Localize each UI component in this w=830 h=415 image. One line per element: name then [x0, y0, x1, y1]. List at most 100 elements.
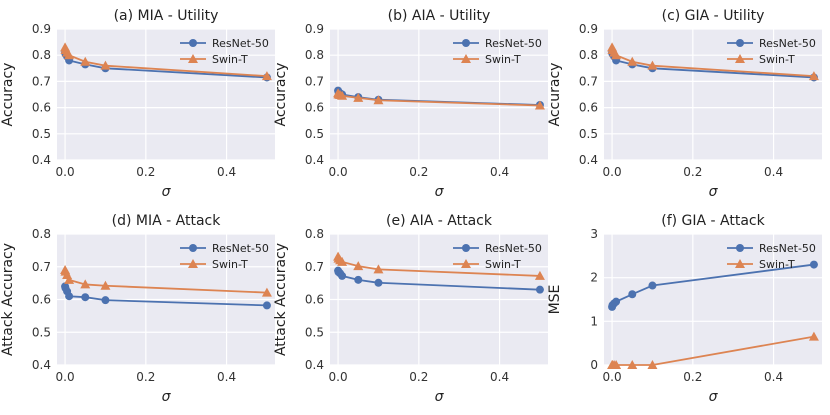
x-tick-label: 0.2 — [136, 165, 155, 179]
legend-label: ResNet-50 — [212, 242, 269, 255]
legend-label: Swin-T — [485, 53, 521, 66]
legend-marker — [461, 54, 471, 63]
legend: ResNet-50 Swin-T — [453, 242, 542, 271]
x-axis-label: σ — [709, 184, 719, 200]
legend: ResNet-50 Swin-T — [453, 37, 542, 66]
y-axis-label: Attack Accuracy — [273, 243, 289, 356]
plot-area — [330, 29, 548, 160]
y-tick-label: 0.5 — [32, 127, 51, 141]
data-point-swin — [627, 360, 638, 369]
data-point-swin — [353, 92, 364, 102]
x-tick-label: 0.0 — [56, 165, 75, 179]
data-point-swin — [261, 287, 272, 297]
legend: ResNet-50 Swin-T — [180, 37, 269, 66]
legend-marker — [736, 39, 744, 47]
y-tick-label: 0.6 — [305, 101, 324, 115]
legend-marker — [461, 259, 471, 268]
data-point-swin — [100, 60, 111, 70]
y-tick-label: 0.8 — [32, 227, 51, 241]
chart-title: (b) AIA - Utility — [388, 8, 491, 24]
chart-title: (c) GIA - Utility — [662, 8, 765, 24]
y-tick-label: 0.4 — [32, 358, 51, 372]
legend: ResNet-50 Swin-T — [727, 37, 816, 66]
data-point-resnet — [628, 290, 637, 299]
data-point-swin — [808, 71, 819, 81]
y-axis-label: Accuracy — [0, 63, 16, 127]
data-point-resnet — [65, 292, 74, 301]
y-tick-label: 0.8 — [32, 48, 51, 62]
legend: ResNet-50 Swin-T — [727, 242, 816, 271]
data-point-swin — [373, 264, 384, 274]
x-tick-label: 0.0 — [329, 165, 348, 179]
legend-label: ResNet-50 — [759, 37, 816, 50]
y-tick-label: 0.5 — [579, 127, 598, 141]
x-tick-label: 0.0 — [329, 370, 348, 384]
y-axis-label: MSE — [547, 285, 563, 315]
data-point-swin — [534, 270, 545, 280]
y-tick-label: 0.6 — [579, 101, 598, 115]
data-point-swin — [534, 100, 545, 110]
data-point-swin — [64, 274, 75, 284]
y-tick-label: 0.6 — [32, 101, 51, 115]
x-tick-label: 0.2 — [683, 165, 702, 179]
y-tick-label: 0.4 — [305, 153, 324, 167]
plot-area — [57, 29, 275, 160]
y-tick-label: 0.5 — [305, 325, 324, 339]
plot-area — [604, 234, 822, 365]
data-point-swin — [627, 56, 638, 66]
chart-title: (f) GIA - Attack — [661, 213, 765, 229]
legend-marker — [188, 54, 198, 63]
data-point-swin — [100, 280, 111, 290]
y-tick-label: 0.7 — [579, 74, 598, 88]
data-point-resnet — [81, 293, 90, 302]
legend-label: Swin-T — [485, 258, 521, 271]
legend-label: Swin-T — [759, 258, 795, 271]
data-point-resnet — [809, 260, 818, 269]
legend-label: ResNet-50 — [212, 37, 269, 50]
y-tick-label: 0.7 — [305, 74, 324, 88]
legend-label: ResNet-50 — [759, 242, 816, 255]
data-point-resnet — [262, 301, 271, 310]
legend-marker — [462, 39, 470, 47]
data-point-swin — [261, 71, 272, 81]
x-axis-label: σ — [435, 184, 445, 200]
legend: ResNet-50 Swin-T — [180, 242, 269, 271]
legend-label: Swin-T — [212, 53, 248, 66]
y-tick-label: 0.6 — [32, 293, 51, 307]
y-axis-label: Accuracy — [273, 63, 289, 127]
y-tick-label: 0.8 — [305, 227, 324, 241]
data-point-swin — [808, 331, 819, 341]
y-axis-label: Accuracy — [547, 63, 563, 127]
data-point-swin — [373, 95, 384, 105]
chart-title: (a) MIA - Utility — [114, 8, 219, 24]
legend-label: ResNet-50 — [485, 242, 542, 255]
x-axis-label: σ — [162, 184, 172, 200]
x-tick-label: 0.4 — [217, 370, 236, 384]
plot-area — [604, 29, 822, 160]
x-tick-label: 0.4 — [764, 370, 783, 384]
x-axis-label: σ — [162, 389, 172, 405]
chart-panel-5: 0.4 0.5 0.6 0.7 0.8 0.0 0.2 0.4 (e) AIA - Attack… — [273, 213, 548, 405]
legend-marker — [188, 259, 198, 268]
y-tick-label: 0.5 — [32, 325, 51, 339]
data-point-swin — [647, 360, 658, 369]
x-tick-label: 0.2 — [683, 370, 702, 384]
x-tick-label: 0.4 — [490, 370, 509, 384]
data-point-swin — [337, 256, 348, 266]
chart-panel-3: 0.4 0.5 0.6 0.7 0.8 0.9 0.0 0.2 0.4 (c) GIA - Uti… — [547, 8, 822, 200]
y-tick-label: 0.5 — [305, 127, 324, 141]
y-tick-label: 0.8 — [305, 48, 324, 62]
data-point-resnet — [648, 281, 657, 290]
chart-panel-1: 0.4 0.5 0.6 0.7 0.8 0.9 0.0 0.2 0.4 (a) MIA - Uti… — [0, 8, 275, 200]
x-tick-label: 0.2 — [409, 165, 428, 179]
legend-marker — [189, 39, 197, 47]
x-tick-label: 0.2 — [136, 370, 155, 384]
x-axis-label: σ — [709, 389, 719, 405]
chart-title: (d) MIA - Attack — [112, 213, 222, 229]
y-tick-label: 0.7 — [305, 260, 324, 274]
data-point-resnet — [354, 275, 363, 284]
data-point-swin — [611, 50, 622, 60]
chart-panel-2: 0.4 0.5 0.6 0.7 0.8 0.9 0.0 0.2 0.4 (b) AIA - Uti… — [273, 8, 548, 200]
data-point-resnet — [338, 271, 347, 280]
